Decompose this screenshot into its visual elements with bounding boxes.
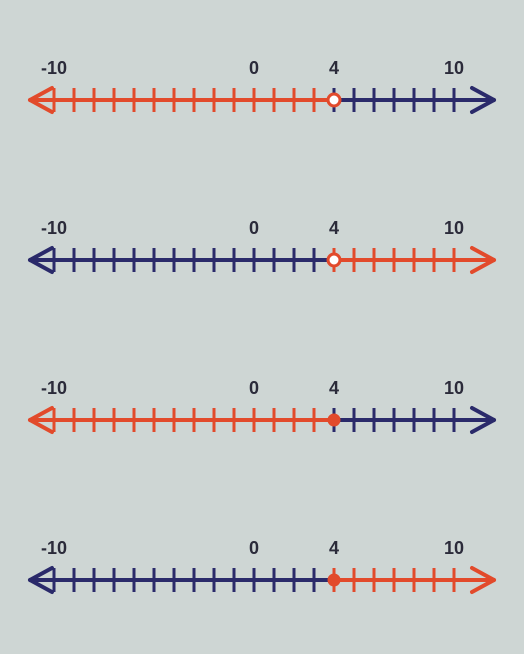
number-lines-container: { "background_color": "#ced6d4", "line_s… (0, 0, 524, 654)
axis-label: 10 (444, 218, 464, 239)
axis-label: 0 (249, 378, 259, 399)
axis-label: 4 (329, 378, 339, 399)
axis-label: 4 (329, 218, 339, 239)
axis-label: -10 (41, 58, 67, 79)
axis-label: -10 (41, 378, 67, 399)
axis-label: 10 (444, 538, 464, 559)
axis-label: 0 (249, 58, 259, 79)
axis-label: -10 (41, 538, 67, 559)
axis-label: 10 (444, 378, 464, 399)
axis-label: 4 (329, 58, 339, 79)
axis-label: 0 (249, 538, 259, 559)
axis-label: 10 (444, 58, 464, 79)
axis-label: 4 (329, 538, 339, 559)
axis-label: 0 (249, 218, 259, 239)
axis-label: -10 (41, 218, 67, 239)
